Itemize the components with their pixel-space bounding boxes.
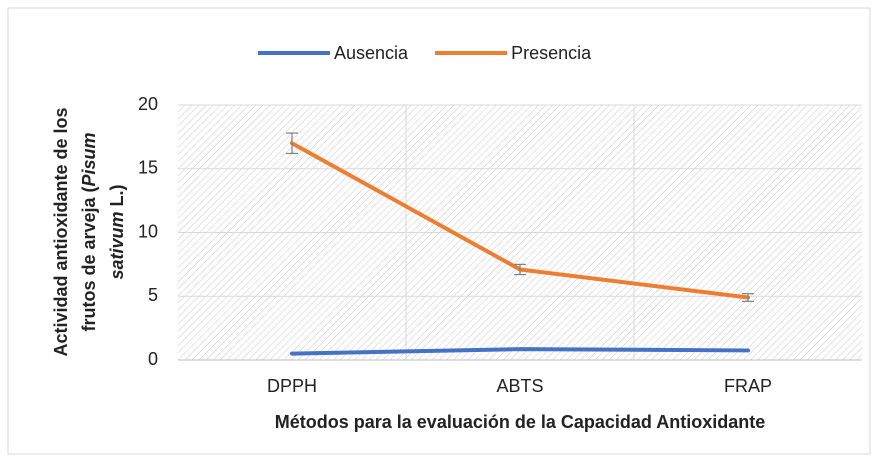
error-bar xyxy=(742,293,754,302)
x-axis-title: Métodos para la evaluación de la Capacid… xyxy=(275,412,765,432)
y-axis-title-part: frutos de arveja ( xyxy=(79,186,99,331)
y-axis-title-part: sativum xyxy=(107,211,127,279)
line-series xyxy=(290,347,750,356)
y-axis-title-part: L.) xyxy=(107,184,127,211)
y-axis-title-part: Pisum xyxy=(79,132,99,186)
y-tick-label: 15 xyxy=(138,158,158,178)
error-bar xyxy=(514,263,526,276)
y-axis-title: Actividad antioxidante de los xyxy=(51,107,71,356)
x-tick-label: FRAP xyxy=(724,376,772,396)
y-tick-label: 20 xyxy=(138,94,158,114)
legend-label: Presencia xyxy=(511,43,592,63)
y-tick-label: 5 xyxy=(148,285,158,305)
error-bar xyxy=(286,132,298,155)
y-axis-title: sativum L.) xyxy=(107,184,127,279)
x-tick-label: ABTS xyxy=(496,376,543,396)
y-axis-title-part: Actividad antioxidante de los xyxy=(51,107,71,356)
x-tick-label: DPPH xyxy=(267,376,317,396)
y-tick-label: 0 xyxy=(148,349,158,369)
y-axis-title: frutos de arveja (Pisum xyxy=(79,132,99,331)
legend-label: Ausencia xyxy=(334,43,409,63)
y-tick-label: 10 xyxy=(138,221,158,241)
